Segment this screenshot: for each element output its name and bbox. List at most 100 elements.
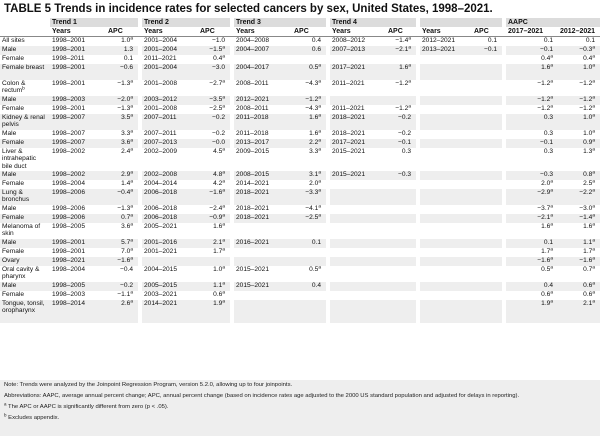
- column-gap: [230, 138, 234, 148]
- aapc-2012-2021: 1.3a: [558, 147, 600, 171]
- table-row: Female 1998–2007 3.6a 2007–2013 −0.0 2013–201…: [0, 138, 600, 148]
- trend3-years-value: 2015–2021: [236, 265, 270, 273]
- trend2-apc: 4.5a: [198, 147, 230, 171]
- trend3-years: 2013–2017: [234, 138, 292, 148]
- aapc-2012-2021: 1.0a: [558, 113, 600, 130]
- trend2-years: 2005–2015: [142, 281, 198, 291]
- column-gap: [138, 138, 142, 148]
- column-gap: [326, 281, 330, 291]
- trend2-years-value: 2004–2015: [144, 265, 178, 273]
- trend1-years: 1998–2001: [50, 79, 106, 96]
- site-label: Male: [0, 95, 50, 105]
- significance-marker: a: [130, 138, 133, 143]
- trend1-apc-value: −1.6: [117, 256, 131, 264]
- trend1-years: 1998–2001: [50, 104, 106, 114]
- significance-marker: b: [22, 86, 25, 92]
- trend5-years: [420, 265, 472, 282]
- column-gap: [138, 247, 142, 257]
- trend1-apc: −0.4: [106, 265, 138, 282]
- column-gap: [138, 290, 142, 300]
- trend5-years: [420, 138, 472, 148]
- trend2-years: 2002–2008: [142, 170, 198, 180]
- column-gap: [502, 54, 506, 64]
- aapc-2017-2021: 1.6a: [506, 222, 558, 239]
- column-gap: [326, 179, 330, 189]
- trend1-apc-value: −1.3: [117, 204, 131, 212]
- trend2-years-value: 2003–2012: [144, 95, 178, 103]
- significance-marker: a: [592, 104, 595, 109]
- aapc-2012-2021: 0.7a: [558, 265, 600, 282]
- site-label: Male: [0, 129, 50, 139]
- column-gap: [138, 170, 142, 180]
- trend2-apc: 1.7a: [198, 247, 230, 257]
- header-trend5: [420, 18, 502, 27]
- significance-marker: a: [318, 147, 321, 152]
- trend5-apc: [472, 63, 502, 80]
- trend4-years-value: 2017–2021: [332, 138, 366, 146]
- site-label: Male: [0, 170, 50, 180]
- trend4-apc: [386, 213, 416, 223]
- table-notes: Note: Trends were analyzed by the Joinpo…: [0, 380, 600, 436]
- trend2-years-value: 2014–2021: [144, 299, 178, 307]
- trend3-apc-value: −3.3: [305, 188, 319, 196]
- column-gap: [326, 54, 330, 64]
- trend5-years: [420, 213, 472, 223]
- column-gap: [326, 129, 330, 139]
- column-gap: [416, 147, 420, 171]
- trend4-years: 2017–2021: [330, 138, 386, 148]
- significance-marker: a: [222, 238, 225, 243]
- trend5-apc: [472, 281, 502, 291]
- aapc-2012-2021: 1.7a: [558, 247, 600, 257]
- trend1-apc: 7.0a: [106, 247, 138, 257]
- significance-marker: a: [222, 179, 225, 184]
- column-gap: [326, 188, 330, 205]
- column-gap: [138, 179, 142, 189]
- trend1-years: 1998–2007: [50, 113, 106, 130]
- column-gap: [138, 129, 142, 139]
- aapc-2017-2021-value: 1.7: [541, 247, 551, 255]
- trend2-apc: 0.6a: [198, 290, 230, 300]
- aapc-2012-2021-value: 1.7: [583, 247, 593, 255]
- significance-marker: a: [550, 63, 553, 68]
- header-trend3: Trend 3: [234, 18, 326, 27]
- column-gap: [326, 247, 330, 257]
- trend1-years: 1998–2007: [50, 129, 106, 139]
- trend4-apc-value: −2.1: [395, 45, 409, 53]
- trend5-years: [420, 79, 472, 96]
- significance-marker: a: [130, 256, 133, 261]
- trend4-apc: −0.2: [386, 129, 416, 139]
- trend2-years-value: 2006–2018: [144, 188, 178, 196]
- trend3-years-value: 2013–2017: [236, 138, 270, 146]
- significance-marker: a: [130, 147, 133, 152]
- column-gap: [230, 104, 234, 114]
- trend2-apc-value: 1.6: [213, 222, 223, 230]
- trend1-apc-value: −0.6: [119, 63, 133, 71]
- trend4-years: 2018–2021: [330, 113, 386, 130]
- trend3-apc: 0.6: [292, 45, 326, 55]
- trend5-apc: [472, 290, 502, 300]
- trend4-apc: −0.3: [386, 170, 416, 180]
- significance-marker: a: [550, 247, 553, 252]
- trend3-years: 2015–2021: [234, 281, 292, 291]
- trend1-years: 1998–2014: [50, 299, 106, 323]
- trend1-apc: −1.3a: [106, 104, 138, 114]
- trend1-years-value: 1998–2002: [52, 147, 86, 155]
- table-row: Female breast 1998–2001 −0.6 2001–2004 −3.0 2…: [0, 63, 600, 80]
- site-label-value: Kidney & renal pelvis: [2, 113, 45, 129]
- significance-marker: a: [592, 256, 595, 261]
- column-gap: [416, 138, 420, 148]
- table-row: Male 1998–2001 5.7a 2001–2016 2.1a 2016–2021 0…: [0, 238, 600, 248]
- aapc-2012-2021-value: −1.2: [579, 104, 593, 112]
- site-label: Female: [0, 290, 50, 300]
- trend1-years-value: 1998–2001: [52, 79, 86, 87]
- significance-marker: a: [550, 104, 553, 109]
- significance-marker: a: [592, 247, 595, 252]
- significance-marker: a: [222, 247, 225, 252]
- aapc-2017-2021: −2.9a: [506, 188, 558, 205]
- trend5-apc: [472, 213, 502, 223]
- column-gap: [138, 36, 142, 46]
- site-label: Female: [0, 179, 50, 189]
- significance-marker: a: [592, 63, 595, 68]
- trend3-apc-value: −1.2: [305, 95, 319, 103]
- trend2-years-value: 2007–2013: [144, 138, 178, 146]
